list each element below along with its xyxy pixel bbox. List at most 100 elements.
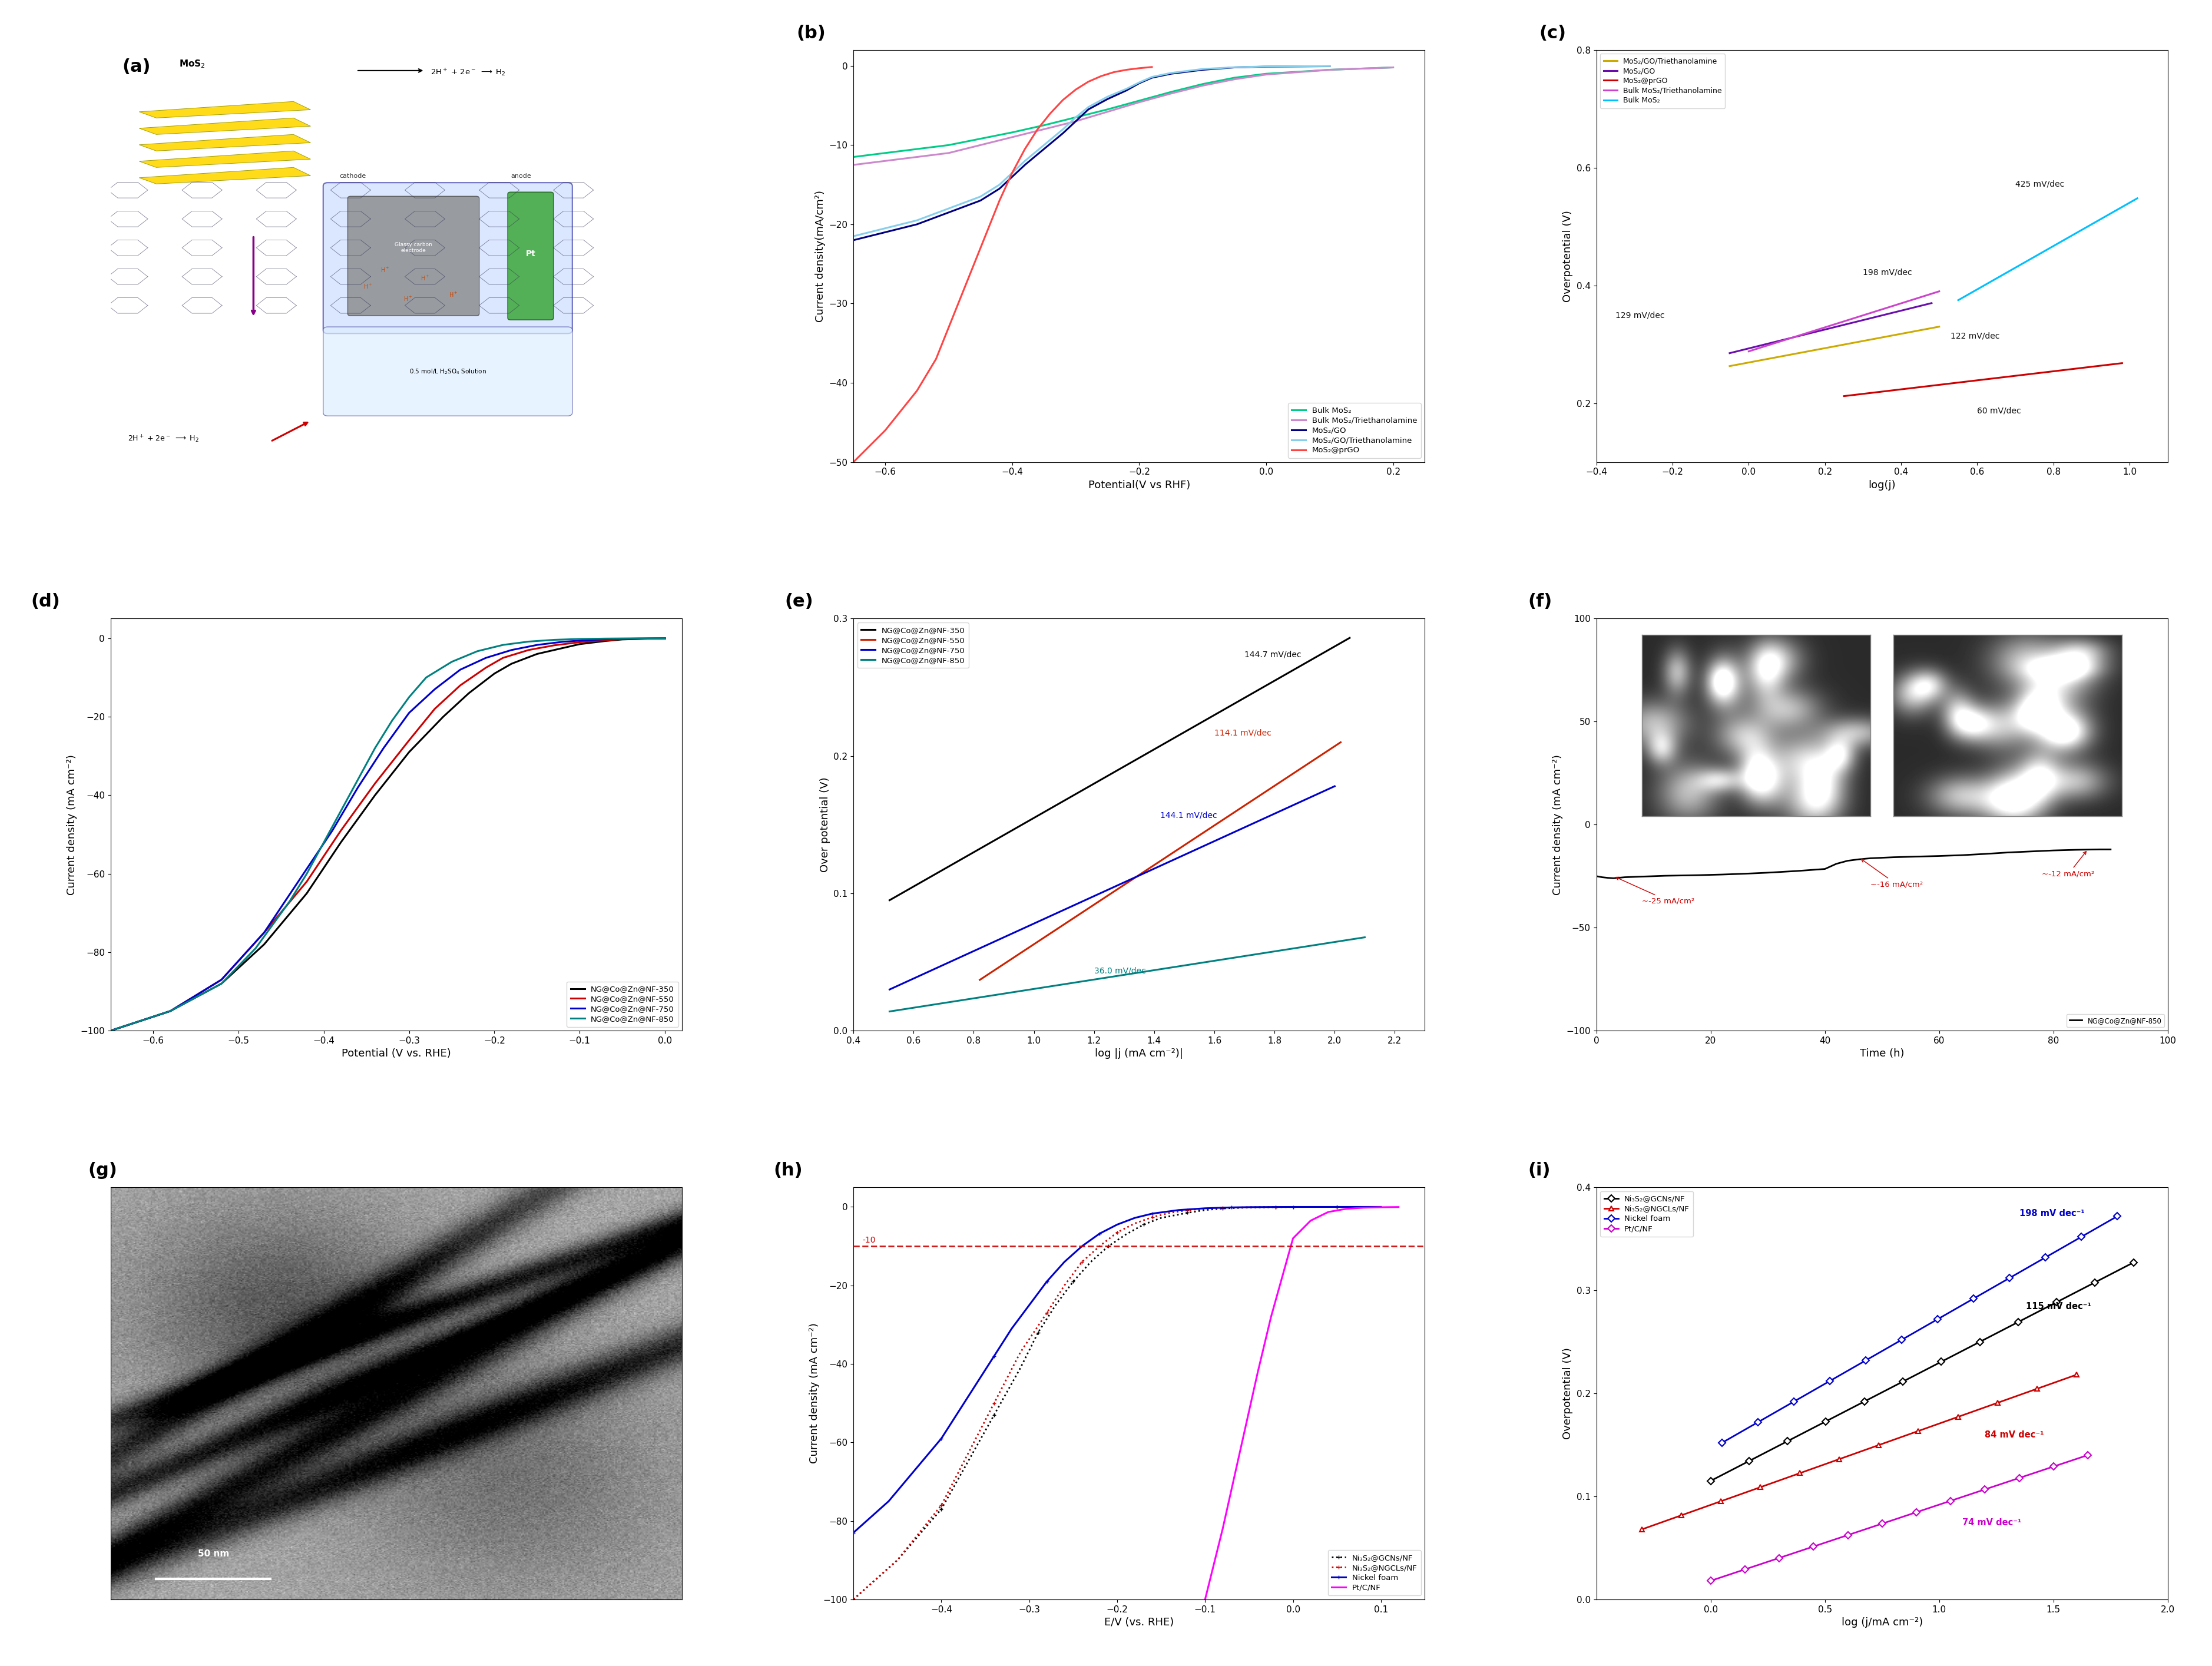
- NG@Co@Zn@NF-350: [498, 653, 524, 673]
- NG@Co@Zn@NF-350: [482, 663, 509, 683]
- NG@Co@Zn@NF-550: [489, 648, 515, 668]
- Bulk MoS₂: [1316, 60, 1343, 80]
- MoS₂/GO/Triethanolamine: [1927, 317, 1953, 337]
- MoS₂/GO/Triethanolamine: [1062, 107, 1088, 127]
- NG@Co@Zn@NF-850: [2017, 841, 2044, 861]
- Nickel foam: [1015, 1294, 1042, 1314]
- NG@Co@Zn@NF-350: [608, 630, 635, 650]
- Line: MoS₂/GO: MoS₂/GO: [854, 67, 1329, 240]
- Pt/C/NF: [1296, 1211, 1323, 1231]
- MoS₂/GO/Triethanolamine: [1157, 63, 1183, 83]
- Bulk MoS₂: [1095, 100, 1121, 120]
- Ni₃S₂@NGCLs/NF: [1827, 1449, 1854, 1469]
- MoS₂@prGO: [960, 253, 987, 273]
- Line: NG@Co@Zn@NF-750: NG@Co@Zn@NF-750: [111, 638, 666, 1031]
- NG@Co@Zn@NF-750: [473, 648, 500, 668]
- NG@Co@Zn@NF-850: [378, 711, 405, 731]
- Line: NG@Co@Zn@NF-850: NG@Co@Zn@NF-850: [111, 638, 666, 1031]
- Text: 2H$^+$ + 2e$^-$ $\longrightarrow$ H$_2$: 2H$^+$ + 2e$^-$ $\longrightarrow$ H$_2$: [128, 433, 199, 445]
- FancyBboxPatch shape: [323, 183, 573, 333]
- NG@Co@Zn@NF-850: [1858, 848, 1885, 868]
- Bulk MoS₂/Triethanolamine: [1000, 127, 1026, 147]
- Legend: Bulk MoS₂, Bulk MoS₂/Triethanolamine, MoS₂/GO, MoS₂/GO/Triethanolamine, MoS₂@prG: Bulk MoS₂, Bulk MoS₂/Triethanolamine, Mo…: [1287, 403, 1420, 458]
- Nickel foam: [1166, 1200, 1192, 1220]
- Bulk MoS₂/Triethanolamine: [1126, 92, 1152, 112]
- Ni₃S₂@NGCLs/NF: [1628, 1519, 1655, 1539]
- Ni₃S₂@NGCLs/NF: [1104, 1223, 1130, 1243]
- MoS₂/GO/Triethanolamine: [872, 218, 898, 238]
- NG@Co@Zn@NF-850: [1783, 861, 1809, 881]
- Ni₃S₂@NGCLs/NF: [841, 1589, 867, 1609]
- NG@Co@Zn@NF-850: [1584, 866, 1610, 886]
- MoS₂/GO: [967, 190, 993, 210]
- Nickel foam: [2104, 1206, 2130, 1226]
- NG@Co@Zn@NF-850: [1949, 845, 1975, 865]
- NG@Co@Zn@NF-350: [97, 1021, 124, 1041]
- Ni₃S₂@NGCLs/NF: [1086, 1236, 1113, 1256]
- Bulk MoS₂/Triethanolamine: [936, 143, 962, 163]
- Legend: NG@Co@Zn@NF-850: NG@Co@Zn@NF-850: [2066, 1015, 2163, 1028]
- Nickel foam: [876, 1491, 902, 1511]
- Ni₃S₂@NGCLs/NF: [1006, 1343, 1033, 1363]
- NG@Co@Zn@NF-850: [2064, 840, 2090, 860]
- MoS₂/GO/Triethanolamine: [1126, 73, 1152, 93]
- FancyBboxPatch shape: [509, 192, 553, 320]
- Ni₃S₂@GCNs/NF: [980, 1404, 1006, 1424]
- MoS₂/GO: [987, 178, 1013, 198]
- Ni₃S₂@GCNs/NF: [841, 1589, 867, 1609]
- NG@Co@Zn@NF-350: [566, 635, 593, 655]
- NG@Co@Zn@NF-750: [1321, 776, 1347, 796]
- Pt/C/NF: [1314, 1203, 1340, 1223]
- Pt/C/NF: [1801, 1536, 1827, 1556]
- MoS₂/GO: [1031, 138, 1057, 158]
- Bulk MoS₂: [841, 147, 867, 167]
- Nickel foam: [2068, 1226, 2095, 1246]
- Text: anode: anode: [511, 173, 531, 178]
- NG@Co@Zn@NF-750: [97, 1021, 124, 1041]
- Text: 2H$^+$ + 2e$^-$ $\longrightarrow$ H$_2$: 2H$^+$ + 2e$^-$ $\longrightarrow$ H$_2$: [431, 68, 507, 78]
- Bulk MoS₂/Triethanolamine: [1062, 112, 1088, 132]
- Ni₃S₂@GCNs/NF: [1736, 1451, 1763, 1471]
- NG@Co@Zn@NF-850: [540, 630, 566, 650]
- NG@Co@Zn@NF-750: [447, 660, 473, 680]
- NG@Co@Zn@NF-350: [524, 645, 551, 665]
- NG@Co@Zn@NF-350: [363, 785, 389, 805]
- NG@Co@Zn@NF-350: [208, 973, 234, 993]
- Y-axis label: Current density (mA cm⁻²): Current density (mA cm⁻²): [810, 1323, 821, 1464]
- Nickel foam: [980, 1346, 1006, 1366]
- Line: Bulk MoS₂/Triethanolamine: Bulk MoS₂/Triethanolamine: [1750, 292, 1940, 352]
- Line: MoS₂/GO/Triethanolamine: MoS₂/GO/Triethanolamine: [1730, 327, 1940, 367]
- MoS₂/GO/Triethanolamine: [987, 175, 1013, 195]
- NG@Co@Zn@NF-750: [876, 980, 902, 1000]
- MoS₂@prGO: [1037, 103, 1064, 123]
- NG@Co@Zn@NF-850: [276, 891, 303, 911]
- NG@Co@Zn@NF-850: [1613, 868, 1639, 888]
- MoS₂@prGO: [1062, 80, 1088, 100]
- Text: 144.1 mV/dec: 144.1 mV/dec: [1161, 811, 1217, 820]
- MoS₂@prGO: [1088, 67, 1115, 87]
- Y-axis label: Current density (mA cm⁻²): Current density (mA cm⁻²): [66, 755, 77, 895]
- NG@Co@Zn@NF-850: [1995, 843, 2022, 863]
- MoS₂@prGO: [872, 420, 898, 440]
- Line: Ni₃S₂@GCNs/NF: Ni₃S₂@GCNs/NF: [1708, 1259, 2137, 1483]
- MoS₂/GO: [872, 222, 898, 242]
- Line: MoS₂/GO: MoS₂/GO: [1730, 303, 1931, 353]
- Bulk MoS₂/Triethanolamine: [1927, 282, 1953, 302]
- Nickel foam: [841, 1523, 867, 1543]
- Legend: Ni₃S₂@GCNs/NF, Ni₃S₂@NGCLs/NF, Nickel foam, Pt/C/NF: Ni₃S₂@GCNs/NF, Ni₃S₂@NGCLs/NF, Nickel fo…: [1327, 1549, 1420, 1596]
- NG@Co@Zn@NF-750: [319, 821, 345, 841]
- MoS₂/GO/Triethanolamine: [841, 227, 867, 247]
- Text: H$^+$: H$^+$: [449, 290, 458, 298]
- MoS₂/GO: [1113, 80, 1139, 100]
- NG@Co@Zn@NF-750: [524, 635, 551, 655]
- Pt/C/NF: [2006, 1468, 2033, 1488]
- MoS₂/GO/Triethanolamine: [1139, 67, 1166, 87]
- NG@Co@Zn@NF-750: [369, 738, 396, 758]
- Ni₃S₂@NGCLs/NF: [1323, 1196, 1349, 1216]
- Text: (d): (d): [31, 593, 60, 610]
- MoS₂/GO/Triethanolamine: [1075, 97, 1102, 117]
- Text: (i): (i): [1528, 1161, 1551, 1180]
- Ni₃S₂@NGCLs/NF: [953, 1444, 980, 1464]
- NG@Co@Zn@NF-850: [593, 628, 619, 648]
- Ni₃S₂@NGCLs/NF: [1708, 1491, 1734, 1511]
